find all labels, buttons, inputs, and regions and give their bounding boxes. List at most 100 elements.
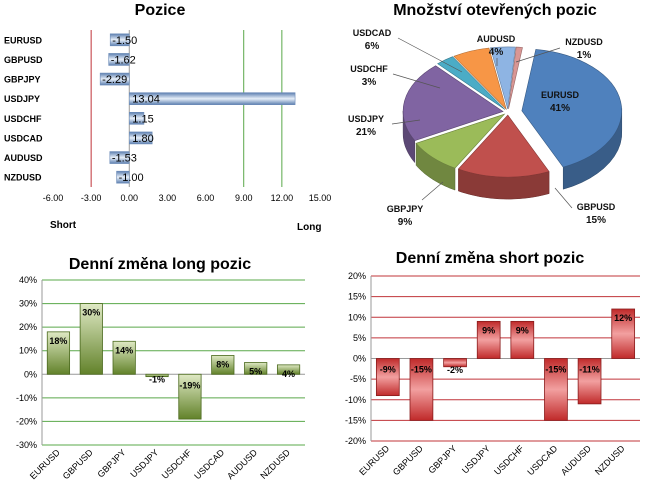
pie-slice-usdchf <box>437 56 506 110</box>
value-label-usdchf: -19% <box>179 380 200 390</box>
short-label: Short <box>50 220 77 231</box>
bar-gbpusd <box>409 358 434 421</box>
leader-line-usdchf <box>392 73 441 89</box>
bar-audusd <box>577 358 602 405</box>
x-tick-label: 3.00 <box>159 193 177 203</box>
x-tick-label: -3.00 <box>81 193 102 203</box>
value-label-usdjpy: 13.04 <box>132 94 160 106</box>
y-tick-label: 20% <box>348 271 366 281</box>
value-label-audusd: -11% <box>579 365 600 375</box>
leader-line-nzdusd <box>515 47 561 63</box>
y-tick-label: 40% <box>19 275 37 285</box>
bar-usdchf <box>510 320 535 359</box>
bar-gbpusd <box>79 303 103 375</box>
pie-label-usdjpy: USDJPY <box>348 114 384 124</box>
category-label-usdjpy: USDJPY <box>4 94 40 104</box>
pie-value-usdcad: 6% <box>365 41 380 52</box>
long-label: Long <box>297 222 321 233</box>
value-label-audusd: 5% <box>249 367 262 377</box>
bar-eurusd <box>375 358 400 397</box>
pie-slice-nzdusd <box>508 46 523 109</box>
y-tick-label: -20% <box>16 416 37 426</box>
value-label-audusd: -1.53 <box>112 153 137 165</box>
category-label-gbpusd: GBPUSD <box>4 55 43 65</box>
x-tick-label-usdjpy: USDJPY <box>460 443 492 475</box>
category-label-usdchf: USDCHF <box>4 114 42 124</box>
pie-value-usdchf: 3% <box>362 77 377 88</box>
value-label-eurusd: -9% <box>380 365 396 375</box>
value-label-usdcad: -15% <box>545 365 566 375</box>
bar-nzdusd <box>611 308 636 359</box>
pie-value-nzdusd: 1% <box>577 50 592 61</box>
bar-gbpjpy <box>112 340 136 375</box>
category-label-eurusd: EURUSD <box>4 35 43 45</box>
pie-slice-usdcad <box>453 47 507 111</box>
x-tick-label-usdcad: USDCAD <box>525 443 559 477</box>
x-tick-label: 15.00 <box>309 193 332 203</box>
pie-value-gbpjpy: 9% <box>398 217 413 228</box>
y-tick-label: 0% <box>353 354 366 364</box>
pie-value-gbpusd: 15% <box>586 215 606 226</box>
category-label-usdcad: USDCAD <box>4 133 43 143</box>
leader-line-gbpjpy <box>421 181 444 201</box>
bar-usdchf <box>128 112 145 125</box>
value-label-nzdusd: -1.00 <box>119 172 144 184</box>
x-tick-label: -6.00 <box>43 193 64 203</box>
y-tick-label: 15% <box>348 292 366 302</box>
value-label-usdjpy: -1% <box>149 375 165 385</box>
bar-usdjpy <box>128 92 296 105</box>
bar-gbpusd <box>108 53 130 66</box>
value-label-eurusd: -1.50 <box>112 35 137 47</box>
pie-label-nzdusd: NZDUSD <box>565 37 603 47</box>
bar-usdcad <box>544 358 568 421</box>
bar-usdjpy <box>145 373 169 378</box>
value-label-usdchf: 1.15 <box>132 113 153 125</box>
category-label-gbpjpy: GBPJPY <box>4 75 41 85</box>
y-tick-label: 5% <box>353 333 366 343</box>
x-tick-label-eurusd: EURUSD <box>357 443 391 477</box>
pie-value-eurusd: 41% <box>550 103 570 114</box>
value-label-nzdusd: 12% <box>614 313 632 323</box>
value-label-gbpusd: -1.62 <box>111 54 136 66</box>
value-label-gbpusd: -15% <box>411 365 432 375</box>
pie-label-audusd: AUDUSD <box>477 34 516 44</box>
x-tick-label: 12.00 <box>271 193 294 203</box>
y-tick-label: 10% <box>348 312 366 322</box>
value-label-usdcad: 8% <box>216 359 229 369</box>
x-tick-label-gbpusd: GBPUSD <box>391 443 425 477</box>
bar-nzdusd <box>116 170 130 184</box>
chart-title-short-change: Denní změna short pozic <box>395 250 585 267</box>
x-tick-label: 0.00 <box>121 193 139 203</box>
category-label-nzdusd: NZDUSD <box>4 173 42 183</box>
chart-title-positions: Pozice <box>134 2 186 19</box>
chart-title-long-change: Denní změna long pozic <box>68 256 252 273</box>
y-tick-label: -15% <box>345 415 366 425</box>
y-tick-label: 10% <box>19 346 37 356</box>
y-tick-label: 30% <box>19 299 37 309</box>
x-tick-label-gbpjpy: GBPJPY <box>426 443 458 475</box>
pie-label-gbpusd: GBPUSD <box>577 202 616 212</box>
x-tick-label-usdchf: USDCHF <box>492 443 526 477</box>
pie-label-usdcad: USDCAD <box>353 28 392 38</box>
y-tick-label: -5% <box>350 374 366 384</box>
leader-line-gbpusd <box>554 187 573 209</box>
bar-nzdusd <box>276 364 301 375</box>
value-label-gbpjpy: -2.29 <box>102 74 127 86</box>
bar-usdchf <box>178 373 202 420</box>
x-tick-label-nzdusd: NZDUSD <box>593 443 627 477</box>
y-tick-label: -30% <box>16 440 37 450</box>
value-label-usdchf: 9% <box>516 325 529 335</box>
value-label-nzdusd: 4% <box>282 369 295 379</box>
leader-line-usdjpy <box>391 119 421 125</box>
pie-label-usdchf: USDCHF <box>350 64 388 74</box>
pie-value-audusd: 4% <box>489 47 504 58</box>
y-tick-label: 0% <box>24 369 37 379</box>
bar-usdcad <box>128 131 153 145</box>
x-tick-label: 9.00 <box>235 193 253 203</box>
x-tick-label-audusd: AUDUSD <box>559 443 593 477</box>
leader-line-usdcad <box>397 37 463 73</box>
